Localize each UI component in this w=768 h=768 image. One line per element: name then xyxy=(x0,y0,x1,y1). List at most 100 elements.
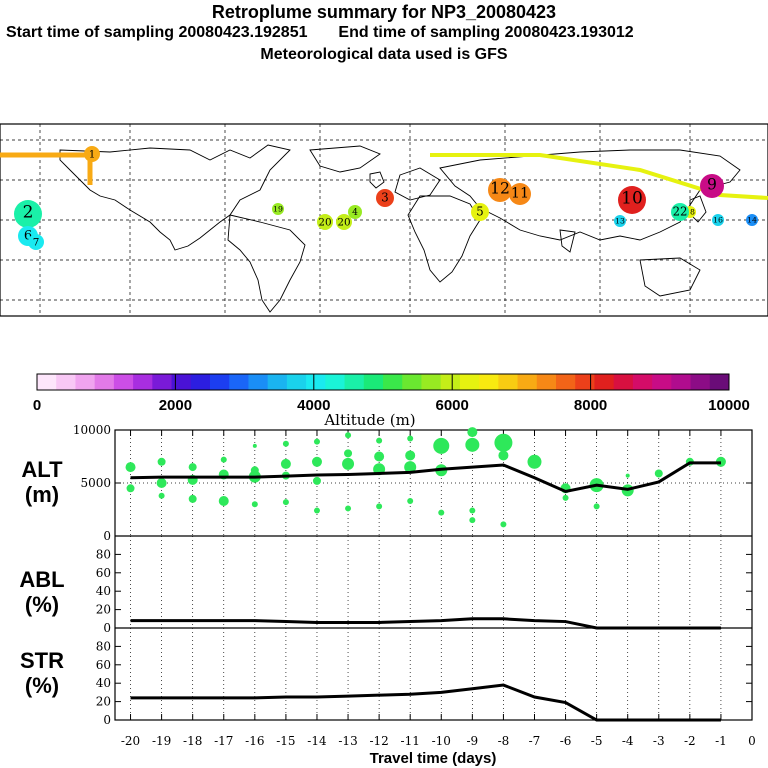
colorbar-cell xyxy=(37,374,57,390)
altitude-dot xyxy=(376,437,383,444)
met-data-label: Meteorological data used is GFS xyxy=(260,46,508,63)
colorbar-cell xyxy=(517,374,538,390)
altitude-dot xyxy=(157,457,166,466)
map-marker xyxy=(84,146,100,162)
y-tick-label: 0 xyxy=(103,713,111,727)
colorbar-cell xyxy=(325,374,346,390)
colorbar-cell xyxy=(498,374,519,390)
altitude-dots xyxy=(125,427,726,528)
map-marker-label: 11 xyxy=(511,186,529,202)
map-marker-label: 20 xyxy=(337,217,350,229)
colorbar-cell xyxy=(479,374,499,390)
y-tick-label: 40 xyxy=(96,676,111,690)
x-tick-label: -3 xyxy=(653,734,665,748)
map-marker xyxy=(317,214,333,230)
colorbar-tick-label: 4000 xyxy=(297,397,330,414)
altitude-dot xyxy=(465,437,480,452)
colorbar-cell xyxy=(402,374,422,390)
colorbar-cell xyxy=(594,374,615,390)
y-tick-label: 80 xyxy=(96,547,111,561)
map-marker-label: 13 xyxy=(615,217,625,226)
colorbar-tick-label: 2000 xyxy=(159,397,192,414)
altitude-dot xyxy=(282,499,289,506)
map-marker-label: 10 xyxy=(621,189,643,209)
colorbar-cell xyxy=(613,374,634,390)
altitude-dot xyxy=(312,476,321,485)
colorbar-cell xyxy=(575,374,595,390)
altitude-dot xyxy=(156,478,167,488)
abl-panel-unit: (%) xyxy=(25,592,59,617)
altitude-dot xyxy=(527,454,542,469)
colorbar-cell xyxy=(363,374,384,390)
altitude-dot xyxy=(404,461,417,474)
altitude-dot xyxy=(562,494,569,501)
x-tick-label: -1 xyxy=(715,734,727,748)
colorbar-cell xyxy=(248,374,269,390)
map-marker-label: 18 xyxy=(685,208,695,217)
colorbar-cell xyxy=(440,374,461,390)
altitude-dot xyxy=(188,494,197,503)
y-tick-label: 60 xyxy=(96,566,111,580)
altitude-dot xyxy=(311,456,322,467)
map-marker xyxy=(700,174,724,198)
colorbar-cell xyxy=(75,374,96,390)
x-tick-label: -2 xyxy=(684,734,696,748)
altitude-dot xyxy=(188,463,197,472)
map-marker xyxy=(618,186,646,214)
map-marker xyxy=(272,203,284,215)
colorbar-cell xyxy=(306,374,326,390)
y-tick-label: 20 xyxy=(96,603,111,617)
map-marker-label: 4 xyxy=(352,208,358,218)
altitude-colorbar: 0 2000 4000 6000 8000 10000 Altitude (m) xyxy=(33,373,750,429)
colorbar-cell xyxy=(229,374,249,390)
map-marker xyxy=(14,200,42,228)
map-marker-label: 22 xyxy=(673,205,688,219)
alt-series-line xyxy=(130,461,721,494)
colorbar-cell xyxy=(556,374,576,390)
map-marker-label: 14 xyxy=(747,216,757,225)
abl-panel-title: ABL xyxy=(19,567,64,592)
colorbar-tick-label: 8000 xyxy=(574,397,607,414)
y-tick-label: 10000 xyxy=(73,423,111,437)
colorbar-cell xyxy=(632,374,653,390)
chart-title: Retroplume summary for NP3_20080423 xyxy=(211,2,557,22)
altitude-dot xyxy=(251,501,258,508)
altitude-dot xyxy=(126,484,135,493)
alt-panel-unit: (m) xyxy=(25,482,59,507)
x-tick-label: -11 xyxy=(401,734,420,748)
x-tick-label: 0 xyxy=(748,734,756,748)
map-marker xyxy=(509,183,531,205)
map-marker-label: 12 xyxy=(490,180,510,198)
y-tick-label: 60 xyxy=(96,658,111,672)
alt-panel-title: ALT xyxy=(21,457,63,482)
colorbar-cell xyxy=(190,374,211,390)
x-tick-label: -15 xyxy=(276,734,295,748)
altitude-dot xyxy=(593,503,600,510)
altitude-dot xyxy=(433,437,450,454)
x-tick-label: -4 xyxy=(622,734,634,748)
altitude-dot xyxy=(313,507,320,514)
colorbar-cell xyxy=(210,374,230,390)
x-tick-label: -8 xyxy=(498,734,510,748)
altitude-dot xyxy=(469,517,476,524)
map-marker xyxy=(471,203,489,221)
colorbar-tick-label: 6000 xyxy=(436,397,469,414)
colorbar-cell xyxy=(56,374,76,390)
altitude-dot xyxy=(282,440,289,447)
altitude-dot xyxy=(158,492,165,499)
y-tick-label: 40 xyxy=(96,584,111,598)
end-time-label: End time of sampling 20080423.193012 xyxy=(338,24,634,41)
map-marker xyxy=(336,214,352,230)
altitude-dot xyxy=(280,458,291,469)
altitude-dot xyxy=(467,427,478,438)
x-tick-label: -17 xyxy=(214,734,233,748)
colorbar-cell xyxy=(133,374,153,390)
x-tick-label: -19 xyxy=(152,734,171,748)
x-tick-label: -14 xyxy=(307,734,327,748)
altitude-dot xyxy=(438,509,445,516)
x-tick-label: -5 xyxy=(591,734,603,748)
colorbar-cell xyxy=(383,374,403,390)
